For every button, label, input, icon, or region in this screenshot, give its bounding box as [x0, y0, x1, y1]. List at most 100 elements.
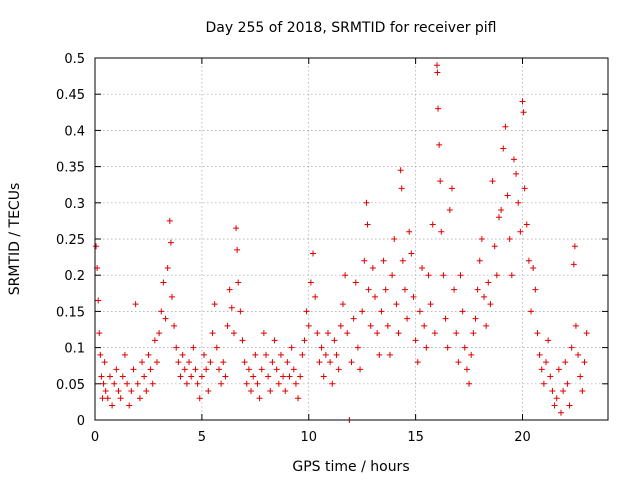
data-point	[164, 264, 171, 271]
data-point	[179, 351, 186, 358]
data-point	[564, 380, 571, 387]
data-point	[327, 359, 334, 366]
data-point	[307, 279, 314, 286]
data-point	[320, 373, 327, 380]
data-point	[104, 395, 111, 402]
data-point	[295, 395, 302, 402]
data-point	[519, 98, 526, 105]
data-point	[566, 402, 573, 409]
data-point	[299, 351, 306, 358]
data-point	[215, 366, 222, 373]
data-point	[192, 366, 199, 373]
data-point	[528, 308, 535, 315]
data-point	[555, 366, 562, 373]
data-point	[196, 395, 203, 402]
data-point	[404, 315, 411, 322]
data-point	[286, 373, 293, 380]
data-point	[515, 199, 522, 206]
data-point	[97, 351, 104, 358]
data-point	[211, 301, 218, 308]
data-point	[316, 359, 323, 366]
y-tick-label: 0.35	[56, 161, 85, 176]
data-point	[397, 167, 404, 174]
data-point	[365, 286, 372, 293]
data-point	[579, 388, 586, 395]
data-point	[470, 330, 477, 337]
data-point	[113, 366, 120, 373]
data-point	[380, 257, 387, 264]
data-point	[367, 322, 374, 329]
data-point	[476, 257, 483, 264]
data-point	[498, 207, 505, 214]
data-point	[213, 344, 220, 351]
data-point	[235, 279, 242, 286]
data-point	[275, 380, 282, 387]
data-point	[530, 264, 537, 271]
data-point	[109, 402, 116, 409]
data-point	[220, 359, 227, 366]
data-point	[361, 257, 368, 264]
data-point	[384, 322, 391, 329]
data-point	[280, 373, 287, 380]
y-tick-label: 0.5	[64, 52, 85, 67]
data-point	[408, 250, 415, 257]
y-tick-label: 0.05	[56, 378, 85, 393]
data-point	[167, 239, 174, 246]
data-point	[410, 293, 417, 300]
data-point	[218, 380, 225, 387]
data-point	[478, 236, 485, 242]
data-point	[489, 178, 496, 185]
data-point	[342, 272, 349, 279]
data-point	[141, 373, 148, 380]
data-point	[124, 380, 131, 387]
data-point	[525, 257, 532, 264]
data-point	[414, 359, 421, 366]
data-point	[434, 62, 440, 69]
data-point	[389, 272, 396, 279]
data-point	[241, 359, 248, 366]
chart-title: Day 255 of 2018, SRMTID for receiver pif…	[205, 20, 496, 36]
data-point	[570, 261, 577, 268]
data-point	[226, 286, 233, 293]
y-tick-label: 0.45	[56, 88, 85, 103]
data-point	[198, 373, 205, 380]
data-point	[171, 322, 178, 329]
data-point	[318, 344, 325, 351]
axis-ticks: 0 0.05 0.1 0.15 0.2 0.25 0.3 0.35 0.4 0.45 0.5 0 5 10…	[56, 52, 608, 445]
data-point	[406, 228, 413, 235]
data-point	[153, 359, 160, 366]
data-point	[437, 178, 444, 185]
data-point	[145, 351, 152, 358]
data-point	[233, 225, 240, 232]
data-point	[438, 228, 445, 235]
data-point	[333, 351, 340, 358]
data-point	[106, 373, 113, 380]
data-point	[190, 344, 197, 351]
data-point	[553, 395, 560, 402]
data-point	[545, 337, 552, 344]
data-point	[314, 330, 321, 337]
data-point	[245, 366, 252, 373]
data-point	[485, 279, 492, 286]
data-point	[329, 380, 336, 387]
data-point	[130, 366, 137, 373]
data-point	[250, 373, 257, 380]
data-point	[101, 359, 108, 366]
data-point	[143, 388, 150, 395]
data-point	[532, 286, 539, 293]
data-point	[126, 402, 133, 409]
data-point	[128, 388, 135, 395]
data-point	[269, 359, 276, 366]
y-tick-label: 0.4	[64, 124, 85, 139]
data-point	[474, 286, 481, 293]
data-point	[158, 308, 165, 315]
data-point	[151, 337, 158, 344]
data-point	[186, 359, 193, 366]
data-point	[451, 286, 458, 293]
data-point	[162, 315, 169, 322]
data-point	[399, 257, 406, 264]
data-point	[549, 388, 556, 395]
data-point	[111, 380, 118, 387]
data-point	[209, 330, 216, 337]
